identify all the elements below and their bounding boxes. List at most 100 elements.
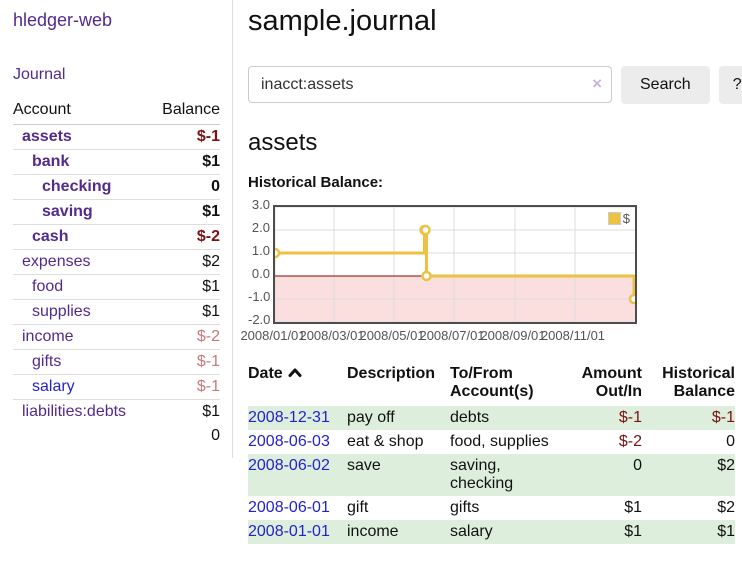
x-tick-label: 2008/09/01 bbox=[480, 328, 546, 343]
app-brand-link[interactable]: hledger-web bbox=[13, 10, 113, 30]
chart-title: Historical Balance: bbox=[248, 174, 384, 191]
search-button[interactable]: Search bbox=[621, 66, 710, 104]
x-tick-label: 2008/07/01 bbox=[419, 328, 485, 343]
y-tick-label: 0.0 bbox=[251, 266, 270, 281]
sidebar-accounts-body: assets $-1 bank $1 checking 0 saving $1 … bbox=[13, 125, 220, 424]
account-balance: $-1 bbox=[149, 374, 220, 400]
account-row: bank $1 bbox=[13, 149, 220, 175]
clear-search-icon[interactable]: × bbox=[592, 74, 602, 93]
account-link[interactable]: supplies bbox=[32, 303, 91, 320]
sidebar-item-journal[interactable]: Journal bbox=[13, 66, 66, 83]
register-header-accounts: To/From Account(s) bbox=[450, 365, 534, 400]
account-balance: $1 bbox=[149, 149, 220, 175]
main-content: sample.journal × Search ? assets Histori… bbox=[233, 0, 742, 564]
transaction-amount: $1 bbox=[624, 523, 642, 540]
account-balance: $-1 bbox=[196, 128, 220, 145]
accounts-total-row: 0 bbox=[13, 424, 220, 448]
x-tick-label: 2008/01/01 bbox=[240, 328, 306, 343]
transaction-amount: $1 bbox=[624, 499, 642, 516]
account-link[interactable]: assets bbox=[22, 128, 72, 145]
search-input[interactable] bbox=[248, 66, 612, 103]
account-row: assets $-1 bbox=[13, 125, 220, 150]
transaction-balance: 0 bbox=[726, 433, 735, 450]
y-tick-label: 3.0 bbox=[251, 197, 270, 212]
transaction-description: eat & shop bbox=[347, 433, 424, 450]
x-tick-label: 2008/11/01 bbox=[540, 328, 606, 343]
account-link[interactable]: salary bbox=[32, 378, 75, 395]
transaction-balance: $2 bbox=[717, 499, 735, 516]
account-balance: $-1 bbox=[149, 349, 220, 375]
account-row: gifts $-1 bbox=[13, 349, 220, 375]
transaction-accounts: food, supplies bbox=[450, 433, 549, 450]
transaction-date-link[interactable]: 2008-12-31 bbox=[248, 409, 330, 426]
legend-label: $ bbox=[622, 211, 630, 226]
register-header-date[interactable]: Date bbox=[248, 362, 347, 406]
transaction-accounts: gifts bbox=[450, 499, 480, 516]
account-balance: $2 bbox=[149, 249, 220, 275]
sort-ascending-icon bbox=[288, 365, 302, 382]
register-header-balance: Historical Balance bbox=[662, 365, 735, 400]
y-tick-label: 2.0 bbox=[251, 220, 270, 235]
account-link[interactable]: checking bbox=[42, 178, 112, 195]
account-balance: 0 bbox=[149, 174, 220, 200]
account-heading: assets bbox=[248, 129, 318, 156]
transaction-row: 2008-12-31 pay off debts $-1 $-1 bbox=[248, 406, 735, 430]
account-link[interactable]: cash bbox=[32, 228, 69, 245]
search-help-button[interactable]: ? bbox=[718, 66, 742, 104]
register-header-amount: Amount Out/In bbox=[581, 365, 642, 400]
y-tick-label: -1.0 bbox=[248, 289, 271, 304]
account-link[interactable]: expenses bbox=[22, 253, 91, 270]
account-link[interactable]: income bbox=[22, 328, 74, 345]
account-balance: $-2 bbox=[149, 324, 220, 350]
transaction-description: save bbox=[347, 457, 381, 474]
accounts-header-account: Account bbox=[13, 99, 150, 125]
account-link[interactable]: saving bbox=[42, 203, 93, 220]
account-link[interactable]: liabilities:debts bbox=[22, 403, 127, 420]
accounts-header-balance: Balance bbox=[149, 99, 220, 125]
transaction-accounts: saving, checking bbox=[450, 457, 514, 492]
y-tick-label: -2.0 bbox=[248, 312, 271, 327]
account-balance: $1 bbox=[149, 199, 220, 225]
transaction-description: gift bbox=[347, 499, 369, 516]
account-balance: $-2 bbox=[149, 224, 220, 250]
register-table: Date Description To/From Account(s) Amou… bbox=[248, 362, 735, 544]
transaction-balance: $2 bbox=[717, 457, 735, 474]
transaction-amount: 0 bbox=[633, 457, 642, 474]
transaction-description: income bbox=[347, 523, 399, 540]
account-link[interactable]: food bbox=[32, 278, 64, 295]
transaction-row: 2008-06-02 save saving, checking 0 $2 bbox=[248, 454, 735, 496]
chart-legend: $ bbox=[605, 210, 632, 227]
x-tick-label: 2008/05/01 bbox=[359, 328, 425, 343]
page-title: sample.journal bbox=[248, 5, 437, 37]
transaction-date-link[interactable]: 2008-06-01 bbox=[248, 499, 330, 516]
account-link[interactable]: bank bbox=[32, 153, 70, 170]
legend-swatch-icon bbox=[607, 212, 621, 225]
sidebar: hledger-web Journal Account Balance asse… bbox=[0, 0, 233, 458]
register-body: 2008-12-31 pay off debts $-1 $-1 2008-06… bbox=[248, 406, 735, 544]
transaction-amount: $-1 bbox=[618, 409, 642, 426]
transaction-row: 2008-06-03 eat & shop food, supplies $-2… bbox=[248, 430, 735, 454]
account-balance: $1 bbox=[149, 399, 220, 424]
transaction-description: pay off bbox=[347, 409, 395, 426]
account-row: cash $-2 bbox=[13, 224, 220, 250]
account-row: saving $1 bbox=[13, 199, 220, 225]
account-row: income $-2 bbox=[13, 324, 220, 350]
account-row: checking 0 bbox=[13, 174, 220, 200]
transaction-date-link[interactable]: 2008-06-03 bbox=[248, 433, 330, 450]
transaction-date-link[interactable]: 2008-06-02 bbox=[248, 457, 330, 474]
x-tick-label: 2008/03/01 bbox=[299, 328, 365, 343]
transaction-amount: $-2 bbox=[618, 433, 642, 450]
account-link[interactable]: gifts bbox=[32, 353, 62, 370]
search-form: × Search ? bbox=[248, 66, 742, 104]
account-row: liabilities:debts $1 bbox=[13, 399, 220, 424]
accounts-total-value: 0 bbox=[211, 427, 220, 444]
historical-balance-chart: $ 3.0 2.0 1.0 0.0 -1.0 -2.0 2008/01/01 2008/03… bbox=[240, 197, 735, 345]
chart-plot-area[interactable]: $ bbox=[273, 205, 637, 324]
transaction-row: 2008-06-01 gift gifts $1 $2 bbox=[248, 496, 735, 520]
account-row: salary $-1 bbox=[13, 374, 220, 400]
register-header-description: Description bbox=[347, 365, 436, 382]
account-balance: $1 bbox=[149, 274, 220, 300]
y-tick-label: 1.0 bbox=[251, 243, 270, 258]
account-balance: $1 bbox=[149, 299, 220, 325]
transaction-date-link[interactable]: 2008-01-01 bbox=[248, 523, 330, 540]
